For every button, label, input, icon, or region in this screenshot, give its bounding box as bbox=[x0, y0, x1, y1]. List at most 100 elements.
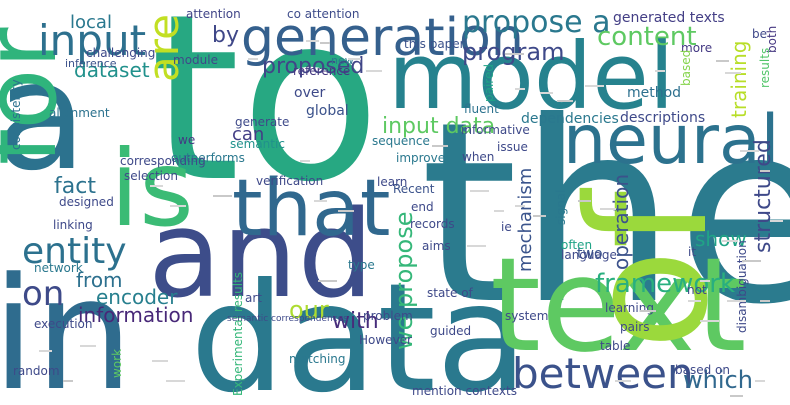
filler-word-speck bbox=[727, 300, 746, 302]
word-over: over bbox=[294, 85, 325, 101]
word-semantic: semantic bbox=[230, 137, 285, 151]
word-corresponding: corresponding bbox=[120, 154, 206, 168]
filler-word-speck bbox=[740, 150, 759, 152]
word-semantic-correspondences: semantic correspondences bbox=[227, 314, 348, 324]
filler-word-speck bbox=[505, 53, 524, 55]
word-signal: signal bbox=[554, 190, 568, 226]
word-from: from bbox=[76, 268, 123, 292]
word-fluent: fluent bbox=[464, 102, 499, 116]
word-framework: framework bbox=[595, 269, 735, 299]
word-global: global bbox=[306, 103, 349, 119]
word-linking: linking bbox=[53, 218, 93, 232]
word-our: our bbox=[289, 296, 329, 324]
word-records: records bbox=[410, 217, 455, 231]
filler-word-speck bbox=[725, 72, 741, 74]
word-information: information bbox=[78, 303, 193, 327]
filler-word-speck bbox=[700, 280, 710, 282]
word-for: for bbox=[0, 27, 79, 165]
filler-word-speck bbox=[540, 92, 553, 94]
word-paired: paired bbox=[482, 64, 496, 102]
filler-word-speck bbox=[770, 220, 783, 222]
filler-word-speck bbox=[655, 70, 665, 72]
word-input-data: input data bbox=[382, 114, 495, 139]
filler-word-speck bbox=[320, 42, 330, 44]
filler-word-speck bbox=[742, 260, 761, 262]
word-two: two bbox=[577, 246, 603, 262]
word-generated-texts: generated texts bbox=[613, 10, 725, 26]
word-more: more bbox=[681, 41, 712, 55]
word-results: results bbox=[758, 48, 772, 88]
word-designed: designed bbox=[59, 195, 114, 209]
word-improve: improve bbox=[396, 151, 445, 165]
word-type: type bbox=[348, 258, 375, 272]
word-on: on bbox=[22, 274, 64, 314]
word-structured: structured bbox=[751, 139, 776, 253]
word-guided: guided bbox=[430, 324, 471, 338]
word-aims: aims bbox=[422, 239, 451, 253]
word-issue: issue bbox=[497, 140, 528, 154]
word-dataset: dataset bbox=[74, 58, 150, 82]
word-selection: selection bbox=[124, 169, 178, 183]
word-alignment: alignment bbox=[49, 106, 110, 120]
word-with: with bbox=[332, 309, 379, 334]
filler-word-speck bbox=[494, 210, 504, 212]
word-is: is bbox=[110, 128, 194, 250]
word-show: show bbox=[695, 227, 747, 251]
word-that: that bbox=[232, 164, 390, 254]
filler-word-speck bbox=[760, 170, 770, 172]
filler-word-speck bbox=[314, 200, 327, 202]
word-recent: Recent bbox=[393, 182, 435, 196]
filler-word-speck bbox=[366, 70, 382, 72]
word-pairs: pairs bbox=[620, 320, 650, 334]
word-consistency: consistency bbox=[9, 79, 23, 150]
word-attention: attention bbox=[186, 7, 241, 21]
word-informative: informative bbox=[461, 123, 530, 137]
word-entity: entity bbox=[22, 231, 127, 272]
filler-word-speck bbox=[578, 200, 591, 202]
word-ie: ie bbox=[501, 220, 512, 234]
word-model: model bbox=[388, 23, 674, 130]
word-end: end bbox=[411, 200, 434, 214]
word-local: local bbox=[70, 12, 112, 33]
filler-word-speck bbox=[248, 58, 258, 60]
word-of: of bbox=[552, 187, 744, 350]
filler-word-speck bbox=[338, 210, 354, 212]
word-a: a bbox=[0, 30, 87, 204]
word-to: to bbox=[150, 0, 381, 233]
word-program: program bbox=[462, 38, 564, 66]
word-verification: verification bbox=[256, 174, 323, 188]
filler-word-speck bbox=[432, 145, 448, 147]
word-new: new bbox=[331, 54, 354, 67]
word-input: input bbox=[38, 16, 146, 65]
filler-word-speck bbox=[755, 380, 765, 382]
word-text: text bbox=[490, 229, 747, 381]
word-sequence: sequence bbox=[372, 134, 430, 148]
word-training: training bbox=[727, 41, 751, 118]
word-the: the bbox=[420, 68, 790, 359]
filler-word-speck bbox=[515, 205, 525, 207]
word-and: and bbox=[148, 186, 374, 325]
word-disambiguation: disambiguation bbox=[735, 240, 749, 333]
filler-word-speck bbox=[306, 40, 319, 42]
filler-word-speck bbox=[730, 395, 743, 397]
word-between: between bbox=[512, 349, 694, 398]
filler-word-speck bbox=[348, 58, 361, 60]
word-outperforms: outperforms bbox=[171, 151, 245, 165]
word-execution: execution bbox=[34, 317, 92, 331]
word-be: be bbox=[752, 27, 767, 41]
word-mention-contexts: mention contexts bbox=[412, 384, 517, 398]
filler-word-speck bbox=[557, 100, 573, 102]
filler-word-speck bbox=[716, 60, 729, 62]
word-encoder: encoder bbox=[96, 285, 178, 309]
word-learn: learn bbox=[377, 175, 407, 189]
filler-word-speck bbox=[722, 240, 738, 242]
word-both: both bbox=[765, 26, 779, 53]
word-experimental-results: Experimental results bbox=[231, 272, 245, 396]
word-based: based bbox=[679, 50, 693, 86]
word-fact: fact bbox=[54, 174, 96, 199]
word-by: by bbox=[212, 23, 239, 48]
filler-word-speck bbox=[600, 208, 616, 210]
filler-word-speck bbox=[640, 310, 656, 312]
filler-word-speck bbox=[688, 300, 701, 302]
